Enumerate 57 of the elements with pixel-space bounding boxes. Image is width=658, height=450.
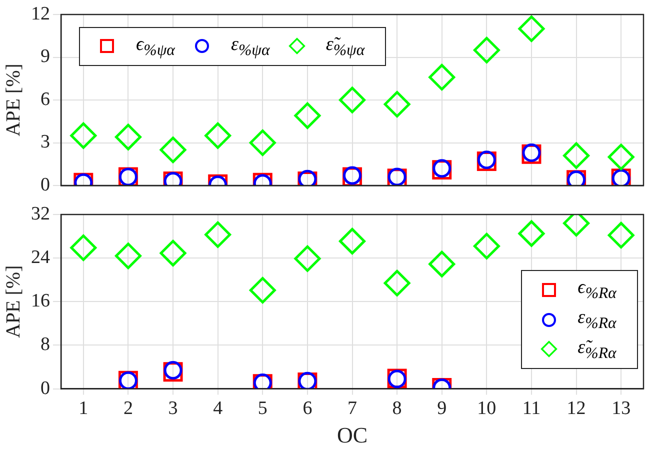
point bbox=[339, 86, 366, 114]
legend-label: ε̃$_{%Rα}$ bbox=[578, 336, 616, 362]
x-tick-label: 9 bbox=[437, 398, 447, 420]
point bbox=[249, 276, 276, 304]
y-axis-title: APE [%] bbox=[2, 265, 24, 338]
point bbox=[204, 122, 232, 149]
point bbox=[70, 122, 97, 149]
point bbox=[160, 136, 186, 164]
y-tick-label: 0 bbox=[40, 174, 50, 196]
point bbox=[608, 222, 634, 248]
x-tick-label: 3 bbox=[168, 398, 178, 420]
legend-label: ϵ$_{%ψα}$ bbox=[136, 34, 175, 60]
x-tick-label: 5 bbox=[258, 398, 268, 420]
point bbox=[563, 142, 590, 169]
point bbox=[428, 250, 456, 278]
y-tick-label: 24 bbox=[31, 247, 50, 268]
x-tick-label: 8 bbox=[392, 398, 402, 420]
point bbox=[160, 240, 186, 266]
x-tick-label: 10 bbox=[477, 398, 496, 420]
y-tick-label: 0 bbox=[40, 378, 50, 399]
legend-label: ϵ$_{%Rα}$ bbox=[578, 276, 616, 303]
point bbox=[473, 36, 500, 64]
x-tick-label: 7 bbox=[348, 398, 357, 420]
y-tick-label: 32 bbox=[31, 203, 50, 224]
point bbox=[384, 91, 410, 118]
x-tick-label: 6 bbox=[302, 398, 312, 420]
point bbox=[114, 124, 142, 150]
point bbox=[204, 221, 232, 248]
y-tick-label: 12 bbox=[31, 3, 50, 24]
point bbox=[384, 270, 410, 296]
point bbox=[339, 228, 366, 254]
x-axis-title: OC bbox=[336, 422, 368, 448]
y-tick-label: 6 bbox=[40, 88, 50, 110]
x-tick-label: 2 bbox=[123, 398, 133, 420]
y-tick-label: 8 bbox=[40, 334, 50, 356]
y-tick-label: 9 bbox=[40, 46, 50, 68]
y-tick-label: 16 bbox=[31, 290, 50, 312]
point bbox=[294, 245, 321, 272]
y-axis-title: APE [%] bbox=[2, 64, 24, 136]
x-tick-label: 13 bbox=[612, 398, 631, 420]
point bbox=[428, 64, 456, 90]
x-tick-label: 12 bbox=[566, 398, 586, 420]
legend-label: ε$_{%ψα}$ bbox=[230, 34, 270, 60]
point bbox=[518, 16, 545, 42]
legend-label: ε̃$_{%ψα}$ bbox=[326, 34, 365, 60]
point bbox=[518, 220, 545, 247]
x-tick-label: 4 bbox=[213, 398, 224, 420]
x-tick-label: 11 bbox=[522, 398, 541, 420]
point bbox=[249, 130, 276, 156]
point bbox=[70, 234, 97, 261]
x-tick-label: 1 bbox=[78, 398, 88, 420]
legend-label: ε$_{%Rα}$ bbox=[578, 306, 616, 333]
y-tick-label: 3 bbox=[40, 132, 50, 153]
point bbox=[114, 242, 142, 270]
point bbox=[473, 232, 500, 260]
point bbox=[294, 102, 321, 129]
point bbox=[608, 144, 634, 170]
